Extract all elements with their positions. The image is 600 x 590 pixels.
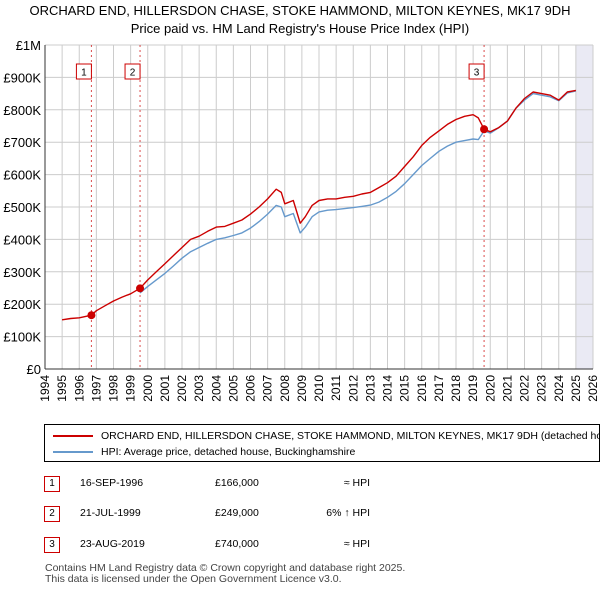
x-tick-label: 2007: [261, 375, 275, 402]
y-tick-label: £700K: [3, 135, 41, 150]
x-tick-label: 1998: [107, 375, 121, 402]
x-tick-label: 2026: [586, 375, 600, 402]
sale-label-text: 2: [130, 68, 136, 79]
y-tick-label: £900K: [3, 70, 41, 85]
sale-label-box: [124, 63, 141, 80]
y-tick-label: £500K: [3, 200, 41, 215]
legend-swatch-hpi: [53, 451, 93, 453]
x-tick-label: 1994: [38, 375, 52, 402]
sale-date: 21-JUL-1999: [80, 507, 141, 519]
x-tick-label: 2020: [483, 375, 497, 402]
y-tick-label: £100K: [3, 330, 41, 345]
y-tick-label: £600K: [3, 168, 41, 183]
sale-date: 23-AUG-2019: [80, 538, 145, 550]
x-tick-label: 1995: [55, 375, 69, 402]
x-tick-label: 2025: [569, 375, 583, 402]
legend-label-hpi: HPI: Average price, detached house, Buck…: [101, 446, 356, 458]
price-chart: 1 2 3 £0 £100K £200K £300K £400K £500K £600K £700…: [3, 38, 600, 402]
sale-hpi-comparison: ≈ HPI: [343, 538, 370, 550]
sale-label-text: 3: [474, 68, 480, 79]
sale-date: 16-SEP-1996: [80, 477, 144, 489]
sale-label-box: [468, 63, 485, 80]
x-tick-label: 1997: [89, 375, 103, 402]
sale-label-text: 1: [81, 68, 87, 79]
x-tick-label: 2016: [415, 375, 429, 402]
x-tick-label: 2009: [295, 375, 309, 402]
x-tick-label: 2018: [449, 375, 463, 402]
x-tick-label: 2021: [500, 375, 514, 402]
footer-licence: This data is licensed under the Open Gov…: [45, 573, 342, 585]
legend: ORCHARD END, HILLERSDON CHASE, STOKE HAM…: [44, 424, 600, 462]
x-tick-label: 2017: [432, 375, 446, 402]
sale-hpi-comparison: ≈ HPI: [343, 477, 370, 489]
sale-point: [87, 311, 96, 320]
y-tick-label: £400K: [3, 232, 41, 247]
x-tick-label: 2000: [141, 375, 155, 402]
x-tick-label: 2006: [244, 375, 258, 402]
sale-price: £166,000: [215, 477, 259, 489]
y-tick-label: £0: [27, 362, 41, 377]
legend-label-property: ORCHARD END, HILLERSDON CHASE, STOKE HAM…: [101, 430, 600, 442]
x-tick-label: 1999: [124, 375, 138, 402]
x-tick-label: 2019: [466, 375, 480, 402]
x-tick-label: 2002: [175, 375, 189, 402]
x-tick-label: 2024: [552, 375, 566, 402]
x-tick-label: 2001: [158, 375, 172, 402]
x-tick-label: 2014: [381, 375, 395, 402]
y-tick-label: £300K: [3, 265, 41, 280]
x-tick-label: 2023: [535, 375, 549, 402]
x-tick-label: 2012: [346, 375, 360, 402]
sale-marker-label: 2: [44, 506, 60, 522]
sale-price: £740,000: [215, 538, 259, 550]
x-tick-label: 2004: [209, 375, 223, 402]
sale-marker-label: 3: [44, 537, 60, 553]
x-tick-label: 2022: [518, 375, 532, 402]
x-tick-label: 2003: [192, 375, 206, 402]
y-tick-label: £1M: [16, 38, 41, 53]
sale-price: £249,000: [215, 507, 259, 519]
sale-marker-label: 1: [44, 476, 60, 492]
sale-point: [480, 125, 489, 134]
x-tick-label: 2008: [278, 375, 292, 402]
chart-subtitle: Price paid vs. HM Land Registry's House …: [130, 21, 470, 36]
sale-point: [136, 284, 145, 293]
sale-label-box: [75, 63, 92, 80]
y-tick-label: £800K: [3, 103, 41, 118]
x-tick-label: 2005: [226, 375, 240, 402]
footer-copyright: Contains HM Land Registry data © Crown c…: [45, 562, 406, 574]
x-tick-label: 1996: [72, 375, 86, 402]
x-tick-label: 2011: [329, 375, 343, 401]
x-tick-label: 2010: [312, 375, 326, 402]
y-tick-label: £200K: [3, 297, 41, 312]
sale-hpi-comparison: 6% ↑ HPI: [326, 507, 370, 519]
chart-title: ORCHARD END, HILLERSDON CHASE, STOKE HAM…: [29, 3, 571, 18]
x-tick-label: 2013: [363, 375, 377, 402]
x-tick-label: 2015: [398, 375, 412, 402]
legend-swatch-property: [53, 435, 93, 437]
